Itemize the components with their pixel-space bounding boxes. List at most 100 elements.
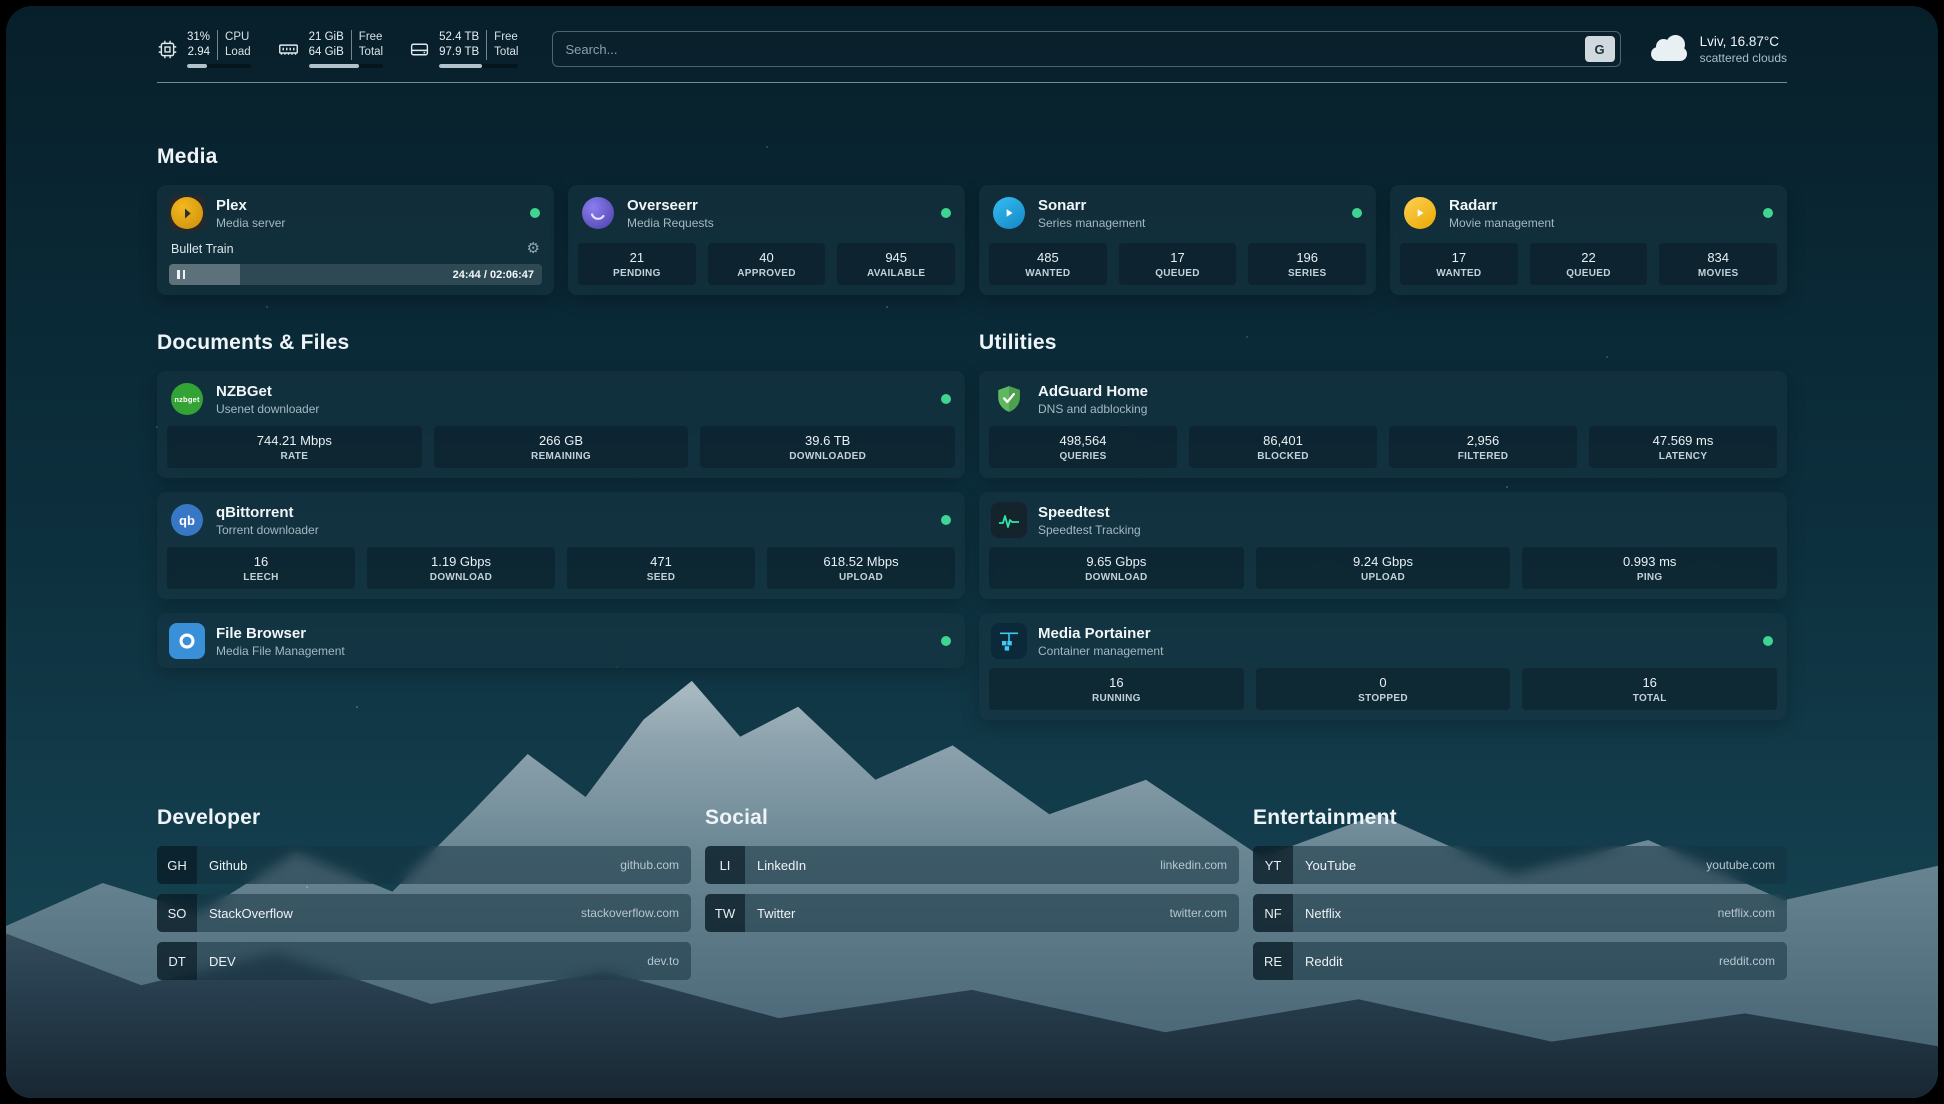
service-card-radarr[interactable]: Radarr Movie management 17 WANTED 22 QUE… (1390, 185, 1787, 295)
service-card-filebrowser[interactable]: File Browser Media File Management (157, 613, 965, 668)
service-desc: Container management (1038, 643, 1164, 658)
stat-box: 17 WANTED (1400, 243, 1518, 285)
sonarr-icon (991, 195, 1027, 231)
bookmark-twitter[interactable]: TW Twitter twitter.com (705, 894, 1239, 932)
stat-box: 196 SERIES (1248, 243, 1367, 285)
cloud-icon (1650, 35, 1687, 61)
memory-icon (277, 39, 300, 60)
service-desc: Movie management (1449, 215, 1555, 230)
service-card-nzbget[interactable]: nzbget NZBGet Usenet downloader 744.21 M… (157, 371, 965, 478)
bookmark-abbr: SO (157, 894, 197, 932)
bookmark-github[interactable]: GH Github github.com (157, 846, 691, 884)
memory-progress-bar (308, 64, 384, 68)
bookmark-name: YouTube (1305, 857, 1357, 873)
bookmark-abbr: LI (705, 846, 745, 884)
service-name: Speedtest (1038, 503, 1110, 521)
memory-total-label: Total (350, 45, 383, 60)
bookmark-reddit[interactable]: RE Reddit reddit.com (1253, 942, 1787, 980)
bookmark-dev[interactable]: DT DEV dev.to (157, 942, 691, 980)
bookmark-youtube[interactable]: YT YouTube youtube.com (1253, 846, 1787, 884)
stat-box: 618.52 Mbps UPLOAD (767, 547, 955, 589)
section-title-entertainment: Entertainment (1253, 806, 1397, 829)
disk-free-value: 52.4 TB (439, 31, 480, 43)
bookmark-group-entertainment: Entertainment YT YouTube youtube.com NF … (1253, 806, 1787, 990)
memory-free-value: 21 GiB (308, 31, 344, 43)
weather-location: Lviv, 16.87°C (1699, 33, 1780, 49)
stat-box: 834 MOVIES (1659, 243, 1778, 285)
playback-progress-bar[interactable]: 24:44 / 02:06:47 (169, 264, 542, 285)
search-provider-button[interactable]: G (1584, 36, 1615, 62)
service-card-qbittorrent[interactable]: qb qBittorrent Torrent downloader 16 LEE… (157, 492, 965, 599)
service-name: AdGuard Home (1038, 382, 1149, 400)
stat-box: 0 STOPPED (1255, 668, 1511, 710)
stat-box: 22 QUEUED (1529, 243, 1648, 285)
section-utilities: Utilities AdGuard Home (979, 331, 1787, 720)
stat-box: 40 APPROVED (707, 243, 826, 285)
service-card-speedtest[interactable]: Speedtest Speedtest Tracking 9.65 Gbps D… (979, 492, 1787, 599)
stat-box: 945 AVAILABLE (837, 243, 956, 285)
service-desc: Speedtest Tracking (1038, 522, 1141, 537)
stat-box: 2,956 FILTERED (1389, 426, 1577, 468)
service-name: qBittorrent (216, 503, 294, 521)
bookmark-url: youtube.com (1706, 858, 1775, 872)
service-card-portainer[interactable]: Media Portainer Container management 16 … (979, 613, 1787, 720)
topbar: 31% CPU 2.94 Load (157, 6, 1787, 68)
bookmark-name: LinkedIn (757, 857, 807, 873)
status-dot (1763, 636, 1773, 646)
stat-box: 16 LEECH (167, 547, 355, 589)
search-input[interactable] (565, 41, 1585, 57)
topbar-divider (157, 82, 1787, 83)
status-dot (941, 208, 951, 218)
stat-box: 485 WANTED (989, 243, 1107, 285)
service-card-plex[interactable]: Plex Media server Bullet Train ⚙ (157, 185, 554, 295)
plex-icon (169, 195, 205, 231)
stat-box: 498,564 QUERIES (989, 426, 1177, 468)
status-dot (941, 636, 951, 646)
cpu-value: 31% (187, 31, 211, 43)
nzbget-icon: nzbget (169, 381, 205, 417)
service-desc: Torrent downloader (216, 522, 319, 537)
bookmark-netflix[interactable]: NF Netflix netflix.com (1253, 894, 1787, 932)
bookmark-name: DEV (209, 953, 236, 969)
bookmark-name: Twitter (757, 905, 796, 921)
section-title-documents: Documents & Files (157, 331, 350, 354)
bookmark-url: linkedin.com (1160, 858, 1227, 872)
progress-fill (308, 64, 359, 68)
stat-box: 16 RUNNING (989, 668, 1244, 710)
disk-progress-bar (439, 64, 519, 68)
cpu-label: CPU (217, 30, 251, 45)
service-card-overseerr[interactable]: Overseerr Media Requests 21 PENDING 40 A… (568, 185, 965, 295)
pause-button[interactable] (177, 270, 185, 279)
filebrowser-icon (169, 623, 205, 659)
bookmark-abbr: NF (1253, 894, 1293, 932)
service-name: NZBGet (216, 382, 272, 400)
cpu-progress-bar (187, 64, 251, 68)
status-dot (1352, 208, 1362, 218)
bookmark-abbr: YT (1253, 846, 1293, 884)
search-bar[interactable]: G (552, 31, 1621, 67)
service-card-adguard[interactable]: AdGuard Home DNS and adblocking 498,564 … (979, 371, 1787, 478)
section-media: Media Plex Media server (157, 145, 1787, 295)
bookmark-group-developer: Developer GH Github github.com SO StackO… (157, 806, 691, 990)
service-name: Plex (216, 196, 247, 214)
service-card-sonarr[interactable]: Sonarr Series management 485 WANTED 17 Q… (979, 185, 1376, 295)
stat-box: 1.19 Gbps DOWNLOAD (367, 547, 555, 589)
section-title-developer: Developer (157, 806, 261, 829)
stat-box: 744.21 Mbps RATE (167, 426, 422, 468)
bookmark-stackoverflow[interactable]: SO StackOverflow stackoverflow.com (157, 894, 691, 932)
cpu-widget: 31% CPU 2.94 Load (157, 30, 251, 68)
adguard-icon (991, 381, 1027, 417)
service-name: Sonarr (1038, 196, 1087, 214)
bookmark-linkedin[interactable]: LI LinkedIn linkedin.com (705, 846, 1239, 884)
overseerr-icon (580, 195, 616, 231)
section-title-social: Social (705, 806, 769, 829)
stat-box: 471 SEED (567, 547, 755, 589)
bookmark-abbr: DT (157, 942, 197, 980)
radarr-icon (1402, 195, 1438, 231)
bookmark-abbr: GH (157, 846, 197, 884)
cpu-icon (157, 39, 178, 60)
stat-box: 9.24 Gbps UPLOAD (1255, 547, 1511, 589)
stat-box: 266 GB REMAINING (433, 426, 689, 468)
disk-icon (409, 39, 430, 60)
settings-icon[interactable]: ⚙ (526, 240, 540, 257)
